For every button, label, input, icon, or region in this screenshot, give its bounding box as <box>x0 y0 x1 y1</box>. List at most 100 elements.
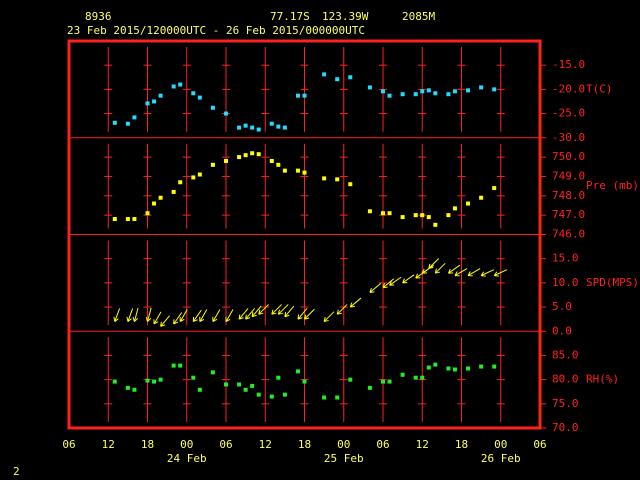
x-tick-label: 12 <box>259 438 272 451</box>
x-tick-label: 06 <box>533 438 546 451</box>
data-point <box>446 92 451 97</box>
data-point <box>237 382 242 387</box>
longitude: 123.39W <box>322 10 369 23</box>
day-label: 24 Feb <box>167 452 207 465</box>
data-point <box>276 124 281 129</box>
wind-arrow <box>126 308 134 322</box>
wind-arrow <box>428 258 440 269</box>
data-point <box>466 201 471 206</box>
y-tick-label: -30.0 <box>552 131 585 144</box>
data-point <box>250 383 255 388</box>
y-tick-label: 746.0 <box>552 228 585 241</box>
data-point <box>250 125 255 130</box>
data-point <box>171 189 176 194</box>
data-point <box>295 168 300 173</box>
data-point <box>348 377 353 382</box>
data-point <box>452 89 457 94</box>
data-point <box>224 158 228 163</box>
wind-arrow <box>238 308 249 320</box>
data-point <box>125 121 130 126</box>
data-point <box>302 93 307 98</box>
y-tick-label: 749.0 <box>552 169 585 182</box>
data-point <box>322 395 327 400</box>
data-point <box>269 394 274 399</box>
data-point <box>178 180 183 185</box>
data-point <box>367 385 372 390</box>
data-point <box>224 382 228 387</box>
wind-arrow <box>493 269 508 277</box>
data-point <box>492 87 497 92</box>
wind-arrow <box>323 311 335 323</box>
data-point <box>433 91 438 96</box>
data-point <box>178 82 183 87</box>
wind-arrow <box>245 308 256 320</box>
wind-arrow <box>258 304 269 315</box>
data-point <box>381 379 385 384</box>
x-tick-label: 18 <box>298 438 311 451</box>
series-label: SPD(MPS) <box>586 276 639 289</box>
data-point <box>191 91 196 96</box>
x-tick-label: 06 <box>62 438 75 451</box>
wind-arrow <box>153 311 162 325</box>
wind-arrow <box>467 268 481 277</box>
series-label: RH(%) <box>586 373 619 386</box>
data-point <box>420 213 425 218</box>
data-point <box>145 211 150 216</box>
data-point <box>492 364 497 369</box>
wind-arrow <box>369 283 381 294</box>
data-point <box>302 170 307 175</box>
wind-arrow <box>454 268 468 277</box>
latitude: 77.17S <box>270 10 310 23</box>
data-point <box>197 95 202 100</box>
data-point <box>282 392 287 397</box>
y-tick-label: 75.0 <box>552 397 579 410</box>
data-point <box>446 366 451 371</box>
data-point <box>413 213 418 218</box>
wind-arrow <box>304 308 315 320</box>
y-tick-label: 750.0 <box>552 150 585 163</box>
data-point <box>335 77 340 82</box>
x-tick-label: 18 <box>455 438 468 451</box>
data-point <box>112 217 117 222</box>
x-tick-label: 00 <box>337 438 350 451</box>
data-point <box>348 182 353 187</box>
y-tick-label: 10.0 <box>552 276 579 289</box>
data-point <box>210 370 215 375</box>
data-point <box>295 93 300 98</box>
x-tick-label: 00 <box>180 438 193 451</box>
data-point <box>387 93 392 98</box>
data-point <box>400 92 405 97</box>
data-point <box>322 176 327 181</box>
data-point <box>426 88 431 93</box>
wind-arrow <box>145 307 152 322</box>
y-tick-label: 0.0 <box>552 324 572 337</box>
data-point <box>243 123 248 128</box>
data-point <box>256 127 261 132</box>
wind-arrow <box>173 312 183 325</box>
wind-arrow <box>199 309 208 323</box>
wind-arrow <box>132 307 139 322</box>
data-point <box>387 379 392 384</box>
y-tick-label: 80.0 <box>552 373 579 386</box>
y-tick-label: 747.0 <box>552 208 585 221</box>
wind-arrow <box>434 262 446 274</box>
wind-arrow <box>225 309 234 323</box>
data-point <box>197 172 202 177</box>
data-point <box>381 211 385 216</box>
data-point <box>112 379 117 384</box>
x-tick-label: 06 <box>219 438 232 451</box>
footer: 2 <box>13 465 20 478</box>
data-point <box>420 375 425 380</box>
data-point <box>433 362 438 367</box>
data-point <box>426 215 431 220</box>
data-point <box>413 375 418 380</box>
data-point <box>322 72 327 77</box>
data-point <box>426 365 431 370</box>
wind-arrow <box>212 309 221 323</box>
data-point <box>197 387 202 392</box>
day-label: 25 Feb <box>324 452 364 465</box>
wind-arrow <box>160 315 170 327</box>
data-point <box>152 379 157 384</box>
wind-arrow <box>297 308 308 320</box>
